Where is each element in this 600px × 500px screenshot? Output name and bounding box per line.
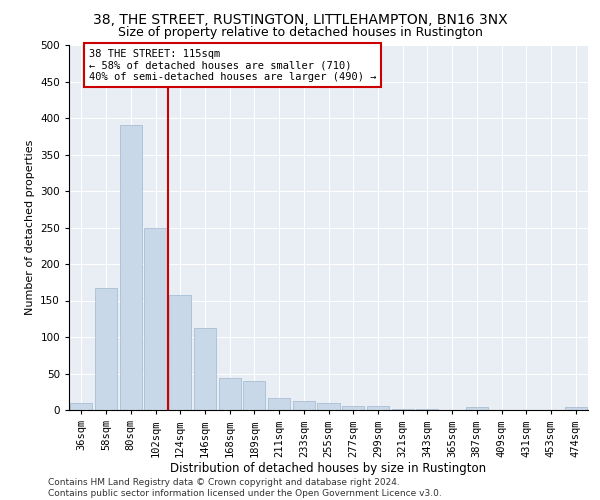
Bar xyxy=(565,407,587,410)
Bar xyxy=(243,381,265,410)
Bar xyxy=(416,408,439,410)
Bar xyxy=(194,328,216,410)
Text: Size of property relative to detached houses in Rustington: Size of property relative to detached ho… xyxy=(118,26,482,39)
Bar xyxy=(367,406,389,410)
Bar xyxy=(119,126,142,410)
Bar xyxy=(145,228,167,410)
Bar xyxy=(268,398,290,410)
Bar xyxy=(342,406,364,410)
Bar xyxy=(317,404,340,410)
Bar xyxy=(466,407,488,410)
Bar xyxy=(392,408,414,410)
Y-axis label: Number of detached properties: Number of detached properties xyxy=(25,140,35,315)
Text: Contains HM Land Registry data © Crown copyright and database right 2024.
Contai: Contains HM Land Registry data © Crown c… xyxy=(48,478,442,498)
Bar xyxy=(169,296,191,410)
Bar xyxy=(95,288,117,410)
Text: 38, THE STREET, RUSTINGTON, LITTLEHAMPTON, BN16 3NX: 38, THE STREET, RUSTINGTON, LITTLEHAMPTO… xyxy=(92,12,508,26)
Bar xyxy=(293,400,315,410)
Bar xyxy=(218,378,241,410)
Bar xyxy=(70,402,92,410)
X-axis label: Distribution of detached houses by size in Rustington: Distribution of detached houses by size … xyxy=(170,462,487,475)
Text: 38 THE STREET: 115sqm
← 58% of detached houses are smaller (710)
40% of semi-det: 38 THE STREET: 115sqm ← 58% of detached … xyxy=(89,48,376,82)
